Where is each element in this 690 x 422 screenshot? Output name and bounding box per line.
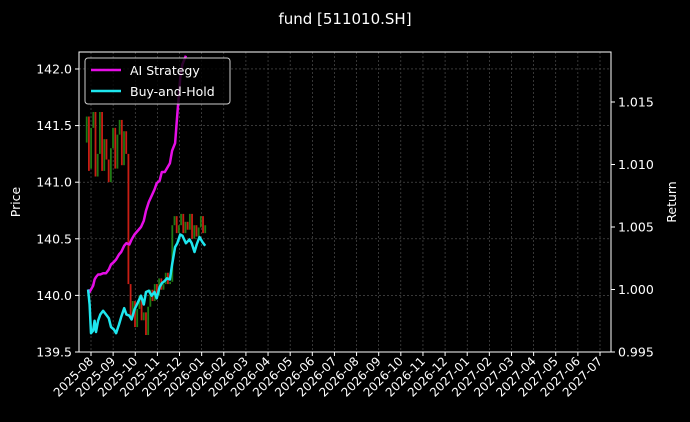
y-axis-label-right: Return: [664, 181, 679, 222]
price-bar: [96, 153, 99, 177]
legend-label-ai-strategy: AI Strategy: [130, 63, 200, 78]
price-bar: [109, 148, 112, 183]
price-bar: [140, 295, 143, 321]
price-bar: [147, 306, 150, 336]
price-bar: [199, 216, 202, 228]
price-bar: [123, 131, 125, 166]
price-bar: [188, 213, 191, 230]
price-bar: [134, 301, 136, 328]
return-series: [86, 55, 207, 335]
y-right-tick-label-1-015: 1.015: [618, 95, 654, 110]
price-bar: [85, 116, 88, 143]
price-bar: [129, 284, 132, 316]
price-bar: [180, 213, 182, 226]
y-left-tick-label-141-5: 141.5: [36, 118, 72, 133]
price-bar: [101, 112, 103, 171]
price-bar: [197, 227, 200, 237]
price-bar: [156, 284, 158, 296]
price-bar: [177, 225, 180, 234]
price-bar: [98, 112, 101, 154]
price-bar: [94, 112, 97, 177]
y-right-tick-label-1-000: 1.000: [618, 282, 654, 297]
series-line-ai-strategy: [87, 55, 188, 294]
price-bar: [120, 119, 123, 166]
y-left-tick-label-141-0: 141.0: [36, 175, 72, 190]
y-right-tick-label-1-010: 1.010: [618, 157, 654, 172]
price-bar: [171, 225, 174, 282]
price-bar: [112, 127, 114, 149]
y-left-tick-label-142-0: 142.0: [36, 61, 72, 76]
price-bar: [142, 312, 145, 321]
legend-box: [84, 57, 231, 105]
price-bar: [145, 312, 147, 336]
y-right-tick-label-1-005: 1.005: [618, 220, 654, 235]
price-bar: [118, 119, 121, 135]
price-bar: [184, 221, 187, 234]
plot-frame: [78, 51, 612, 353]
chart-title: fund [511010.SH]: [278, 10, 411, 28]
price-bar: [175, 216, 178, 234]
price-bar: [127, 153, 130, 285]
price-bar: [116, 134, 119, 169]
price-bar: [90, 127, 93, 169]
price-bar: [195, 225, 198, 237]
price-bar: [182, 213, 185, 234]
y-axis-label-left: Price: [8, 186, 23, 217]
price-bar: [92, 112, 95, 128]
y-left-tick-label-140-0: 140.0: [36, 288, 72, 303]
price-bar: [88, 116, 90, 171]
price-bar: [186, 221, 189, 230]
y-left-tick-label-139-5: 139.5: [36, 345, 72, 360]
price-bar: [162, 284, 165, 290]
price-bar: [138, 295, 141, 309]
price-bar: [202, 216, 204, 234]
price-bar: [105, 139, 108, 160]
price-bar: [114, 127, 117, 169]
price-bar: [149, 289, 152, 307]
legend-label-buy-and-hold: Buy-and-Hold: [130, 84, 215, 99]
series-line-buy-and-hold: [86, 233, 207, 335]
price-bar: [173, 216, 176, 226]
y-left-tick-label-140-5: 140.5: [36, 231, 72, 246]
price-bar: [125, 131, 128, 154]
price-bar: [169, 281, 172, 285]
price-bar: [204, 225, 207, 234]
price-bar: [191, 213, 193, 239]
price-bar: [131, 301, 134, 316]
price-bar: [103, 139, 106, 171]
price-bar: [107, 159, 110, 183]
legend: AI Strategy Buy-and-Hold: [84, 57, 231, 105]
price-series: [85, 112, 207, 336]
price-bar: [136, 308, 139, 328]
price-bar: [193, 225, 196, 239]
y-right-tick-label-0-995: 0.995: [618, 345, 654, 360]
